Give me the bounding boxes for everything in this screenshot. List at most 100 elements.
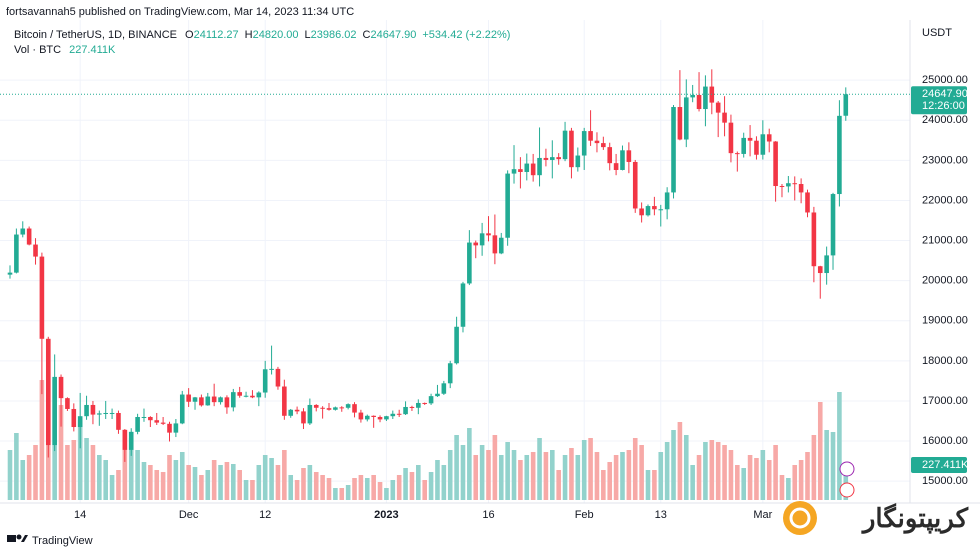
x-tick-label: 2023 [374, 509, 398, 521]
volume-bar [109, 475, 115, 500]
candle-body [652, 206, 657, 210]
x-tick-label: Feb [575, 509, 594, 521]
volume-bar [333, 488, 338, 500]
candle-body [45, 338, 51, 446]
candle-body [205, 396, 211, 406]
candle-body [537, 157, 542, 176]
candle-body [269, 368, 274, 370]
candle-body [339, 407, 345, 409]
volume-bar [224, 462, 230, 500]
candle-body [486, 233, 491, 236]
volume-bar [403, 468, 408, 500]
volume-bar [14, 433, 19, 500]
candle-body [301, 411, 306, 424]
volume-bar [569, 448, 574, 500]
volume-bar [371, 475, 376, 500]
candle-body [683, 97, 689, 140]
volume-bar [199, 475, 204, 500]
candle-body [690, 94, 695, 98]
candle-body [447, 363, 453, 384]
y-tick-label: 23000.00 [922, 154, 968, 166]
volume-bar [90, 445, 96, 500]
candle-body [428, 396, 434, 404]
candle-body [39, 256, 45, 339]
candle-body [128, 431, 134, 450]
volume-bar [467, 428, 472, 500]
volume-bar [122, 430, 128, 500]
volume-bar [218, 465, 223, 500]
volume-bar [728, 450, 734, 500]
x-tick-label: Mar [753, 509, 772, 521]
volume-bar [364, 478, 370, 500]
volume-bar [805, 452, 810, 500]
volume-bar [65, 445, 70, 500]
volume-bar [103, 460, 108, 500]
volume-bar [524, 455, 530, 500]
volume-bar [243, 480, 249, 500]
volume-bar [677, 422, 683, 500]
volume-bar [26, 455, 32, 500]
volume-bar [837, 392, 842, 500]
candle-body [313, 404, 319, 408]
candle-body [109, 412, 115, 414]
candle-body [498, 237, 504, 254]
y-tick-label: 19000.00 [922, 315, 968, 327]
candle-body [288, 409, 294, 416]
candle-body [569, 130, 574, 168]
x-tick-label: 14 [74, 509, 86, 521]
candle-body [830, 194, 836, 256]
candle-body [441, 383, 447, 394]
volume-bar [811, 435, 817, 500]
volume-bar [192, 467, 198, 500]
volume-bar [786, 478, 791, 500]
candle-body [575, 155, 581, 168]
volume-bar [148, 465, 153, 500]
volume-bar [652, 470, 657, 500]
legend-value: 24112.27 [194, 29, 239, 41]
candle-body [581, 131, 587, 156]
legend-value: 23986.02 [311, 29, 357, 41]
candle-body [671, 107, 676, 193]
volume-bar [454, 435, 459, 500]
legend-change: +534.42 (+2.22%) [422, 29, 510, 41]
candle-body [747, 137, 753, 141]
volume-bar [256, 465, 262, 500]
volume-bar [39, 380, 45, 500]
volume-bar [511, 450, 517, 500]
candles [7, 69, 849, 462]
candle-body [715, 102, 721, 113]
candle-body [58, 376, 64, 399]
volume-bar [830, 432, 836, 500]
volume-bar [301, 468, 306, 500]
volume-bar [211, 460, 217, 500]
volume-bar [824, 430, 829, 500]
candle-body [696, 94, 702, 110]
candle-body [141, 416, 147, 418]
price-tag-value: 24647.90 [922, 88, 968, 100]
candle-body [492, 235, 498, 254]
candle-body [550, 157, 555, 160]
candle-body [786, 183, 791, 187]
candle-body [805, 192, 810, 213]
volume-bar [282, 450, 287, 500]
candle-body [601, 143, 606, 148]
candle-body [824, 255, 829, 274]
x-tick-label: 12 [259, 509, 271, 521]
volume-bar [620, 452, 625, 500]
candle-body [766, 134, 772, 142]
candle-body [607, 147, 613, 164]
volume-bar [7, 450, 13, 500]
candle-body [160, 422, 166, 424]
candle-body [454, 326, 459, 364]
volume-bar [754, 458, 759, 500]
volume-tag [911, 457, 967, 474]
legend-field: H [245, 29, 253, 41]
candle-body [632, 161, 638, 209]
candle-body [262, 369, 268, 393]
volume-bar [435, 460, 440, 500]
volume-bar [409, 472, 415, 500]
grid [0, 20, 910, 503]
candle-body [754, 140, 759, 155]
volume-bar [703, 442, 708, 500]
volume-bar [735, 465, 740, 500]
